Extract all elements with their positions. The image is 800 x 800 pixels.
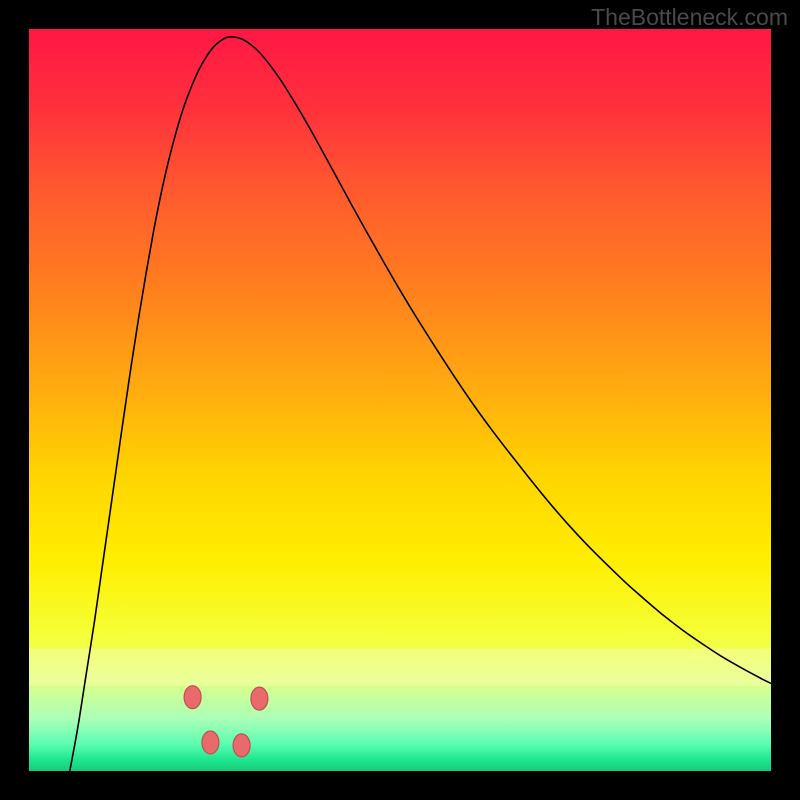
marker-dot [184,686,201,709]
pale-band [29,649,771,686]
watermark-text: TheBottleneck.com [591,4,788,31]
marker-dot [233,734,250,757]
marker-dot [251,687,268,710]
chart-plot-area [29,29,771,771]
chart-svg [29,29,771,771]
marker-dot [202,731,219,754]
